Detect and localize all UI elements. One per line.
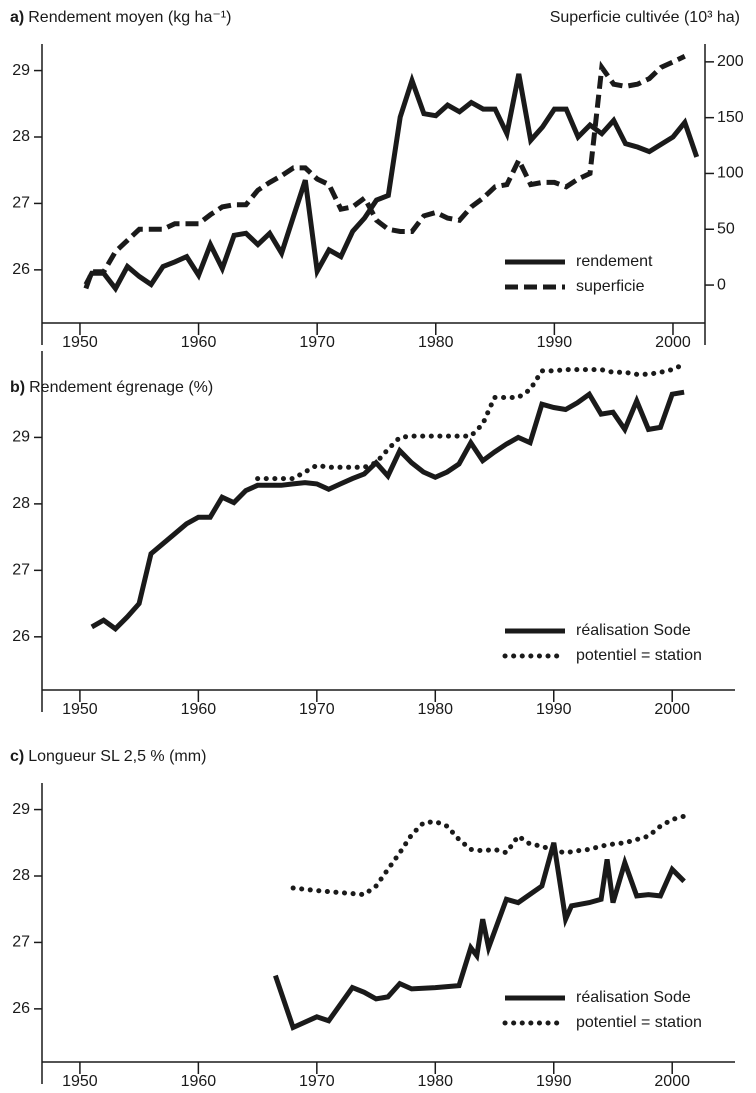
legend-label: potentiel = station	[576, 1014, 702, 1031]
x-tick-label: 1980	[418, 334, 454, 351]
y-tick-label: 27	[12, 934, 30, 951]
x-tick-label: 2000	[655, 334, 691, 351]
x-tick-label: 1990	[536, 701, 572, 718]
series-line	[83, 72, 700, 294]
panel-label: b)	[10, 379, 25, 396]
y-tick-label: 27	[12, 562, 30, 579]
x-tick-label: 1950	[62, 701, 98, 718]
x-tick-label: 1950	[62, 1073, 98, 1090]
x-tick-label: 1990	[537, 334, 573, 351]
legend-label: potentiel = station	[576, 647, 702, 664]
legend-label: réalisation Sode	[576, 989, 691, 1006]
y2-tick-label: 50	[717, 220, 735, 237]
x-tick-label: 1980	[417, 701, 453, 718]
panel-title: Rendement égrenage (%)	[29, 379, 213, 396]
series-line	[290, 813, 687, 898]
y-tick-label: 28	[12, 495, 30, 512]
series-line	[255, 361, 687, 482]
x-tick-label: 2000	[654, 701, 690, 718]
y2-tick-label: 100	[717, 165, 744, 182]
x-tick-label: 1970	[299, 1073, 335, 1090]
y-tick-label: 28	[12, 867, 30, 884]
x-tick-label: 1970	[299, 701, 335, 718]
x-tick-label: 1950	[62, 334, 98, 351]
y-tick-label: 26	[12, 261, 30, 278]
series-line	[273, 842, 686, 1031]
panel-label: c)	[10, 748, 24, 765]
legend-label: superficie	[576, 278, 645, 295]
x-tick-label: 1960	[181, 701, 217, 718]
series-line	[90, 389, 685, 633]
y2-axis-title: Superficie cultivée (10³ ha)	[550, 9, 740, 26]
y-tick-label: 29	[12, 62, 30, 79]
x-tick-label: 1960	[181, 334, 217, 351]
x-tick-label: 1980	[417, 1073, 453, 1090]
panel-title: Rendement moyen (kg ha⁻¹)	[28, 9, 231, 26]
y-tick-label: 26	[12, 628, 30, 645]
y-tick-label: 27	[12, 195, 30, 212]
y2-tick-label: 0	[717, 276, 726, 293]
x-tick-label: 1970	[299, 334, 335, 351]
y2-tick-label: 200	[717, 53, 744, 70]
y-tick-label: 29	[12, 429, 30, 446]
panel-title: Longueur SL 2,5 % (mm)	[28, 748, 206, 765]
y2-tick-label: 150	[717, 109, 744, 126]
y-tick-label: 29	[12, 801, 30, 818]
x-tick-label: 1960	[181, 1073, 217, 1090]
y-tick-label: 26	[12, 1000, 30, 1017]
legend-label: réalisation Sode	[576, 622, 691, 639]
series-line	[83, 54, 686, 290]
y-tick-label: 28	[12, 128, 30, 145]
x-tick-label: 1990	[536, 1073, 572, 1090]
legend-label: rendement	[576, 253, 653, 270]
x-tick-label: 2000	[654, 1073, 690, 1090]
panel-label: a)	[10, 9, 24, 26]
